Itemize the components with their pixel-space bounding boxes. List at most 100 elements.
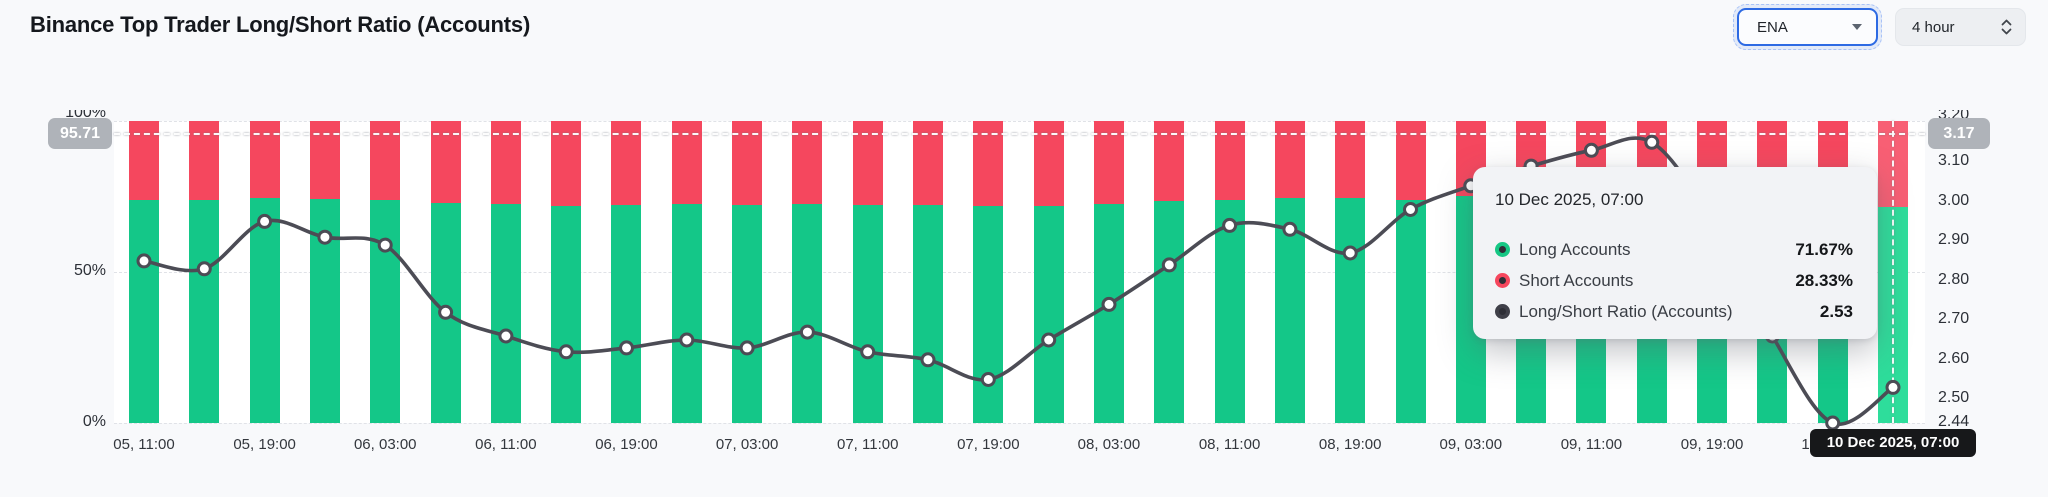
bar-short-segment[interactable]: [611, 121, 642, 205]
x-axis-label: 08, 11:00: [1198, 436, 1261, 453]
crosshair-right-axis-badge: 3.17: [1928, 118, 1990, 150]
series-bullet-icon: [1495, 242, 1510, 257]
line-point-marker[interactable]: [619, 340, 634, 356]
crosshair-date-badge: 10 Dec 2025, 07:00: [1810, 429, 1976, 457]
interval-select-value: 4 hour: [1912, 18, 1955, 36]
chart-tooltip: 10 Dec 2025, 07:00 Long Accounts 71.67% Sh…: [1473, 167, 1877, 339]
line-point-marker[interactable]: [257, 213, 273, 229]
line-point-marker[interactable]: [1041, 332, 1057, 348]
line-point-marker[interactable]: [679, 332, 695, 348]
tooltip-date: 10 Dec 2025, 07:00: [1495, 190, 1644, 209]
line-point-marker[interactable]: [1644, 134, 1660, 150]
bar-long-segment[interactable]: [129, 199, 159, 423]
x-axis-label: 08, 03:00: [1077, 436, 1141, 453]
bar-long-segment[interactable]: [189, 199, 220, 423]
gridline: [114, 272, 1925, 273]
line-point-marker[interactable]: [196, 261, 212, 277]
x-axis-label: 06, 19:00: [595, 436, 658, 453]
bar-long-segment[interactable]: [1335, 198, 1366, 423]
bar-long-segment[interactable]: [671, 204, 702, 423]
tooltip-row: Short Accounts 28.33%: [1495, 265, 1853, 296]
line-point-marker[interactable]: [980, 372, 996, 387]
bar-long-segment[interactable]: [551, 205, 582, 423]
bar-long-segment[interactable]: [370, 199, 401, 423]
updown-stepper-icon: [2001, 19, 2012, 35]
x-axis-label: 08, 19:00: [1318, 436, 1382, 453]
bar-long-segment[interactable]: [1154, 201, 1185, 423]
symbol-select-value: ENA: [1757, 18, 1788, 36]
x-axis-label: 06, 11:00: [475, 436, 537, 453]
page-title: Binance Top Trader Long/Short Ratio (Acc…: [30, 12, 531, 37]
chart-controls: ENA 4 hour: [1733, 4, 2026, 50]
chart-header: Binance Top Trader Long/Short Ratio (Acc…: [0, 0, 2048, 64]
line-point-marker[interactable]: [1583, 142, 1599, 158]
chevron-down-icon: [1852, 24, 1862, 30]
y-axis-label-right: 2.60: [1938, 349, 1970, 367]
line-point-marker[interactable]: [1101, 296, 1117, 312]
interval-select[interactable]: 4 hour: [1895, 8, 2026, 46]
x-axis-label: 05, 11:00: [113, 436, 175, 453]
bar-long-segment[interactable]: [852, 204, 883, 423]
line-point-marker[interactable]: [1282, 221, 1298, 237]
line-point-marker[interactable]: [1825, 415, 1841, 431]
bar-long-segment[interactable]: [1033, 205, 1064, 423]
x-axis-label: 07, 19:00: [957, 436, 1020, 453]
long-short-ratio-chart: 100% 50% 0% 3.20 3.10 3.00 2.90 2.80 2.70 2.60 2.…: [0, 110, 2048, 497]
bar-long-segment[interactable]: [611, 204, 642, 423]
bar-long-segment[interactable]: [1093, 204, 1124, 423]
tooltip-row: Long Accounts 71.67%: [1495, 234, 1853, 265]
line-point-marker[interactable]: [1403, 202, 1418, 217]
line-point-marker[interactable]: [438, 304, 454, 320]
line-point-marker[interactable]: [1161, 257, 1177, 273]
bar-short-segment[interactable]: [913, 121, 944, 206]
bar-long-segment[interactable]: [913, 205, 944, 423]
tooltip-series-label: Short Accounts: [1519, 270, 1634, 290]
bar-short-segment[interactable]: [852, 121, 883, 205]
bar-short-segment[interactable]: [551, 121, 582, 206]
y-axis-label-right: 2.70: [1938, 310, 1970, 328]
crosshair-vertical-line: [1892, 121, 1894, 423]
line-point-marker[interactable]: [377, 237, 393, 253]
tooltip-row: Long/Short Ratio (Accounts) 2.53: [1495, 296, 1853, 327]
x-axis-label: 09, 03:00: [1439, 436, 1503, 453]
bar-long-segment[interactable]: [732, 204, 763, 423]
y-axis-label-right: 2.90: [1938, 231, 1970, 249]
y-axis-label-right: 3.00: [1938, 191, 1970, 209]
line-point-marker[interactable]: [558, 344, 574, 360]
line-point-marker[interactable]: [860, 344, 876, 360]
x-axis-label: 09, 19:00: [1680, 436, 1744, 453]
tooltip-series-label: Long Accounts: [1519, 239, 1631, 259]
bar-long-segment[interactable]: [490, 204, 521, 423]
line-point-marker[interactable]: [1342, 245, 1358, 261]
y-axis-label-right: 2.80: [1938, 270, 1970, 288]
line-point-marker[interactable]: [1885, 379, 1901, 395]
symbol-select[interactable]: ENA: [1733, 4, 1882, 50]
bar-long-segment[interactable]: [1395, 200, 1426, 423]
x-axis-label: 05, 19:00: [233, 436, 296, 453]
y-axis-label-left: 100%: [65, 110, 106, 121]
bar-long-segment[interactable]: [249, 197, 280, 423]
y-axis-label-right: 3.10: [1938, 152, 1970, 170]
line-point-marker[interactable]: [799, 324, 815, 340]
y-axis-label-right: 2.50: [1938, 389, 1970, 407]
bar-long-segment[interactable]: [792, 204, 823, 423]
bar-long-segment[interactable]: [1214, 200, 1245, 423]
bar-short-segment[interactable]: [732, 121, 763, 205]
crosshair-horizontal-line: [114, 132, 1925, 135]
line-point-marker[interactable]: [1222, 217, 1238, 233]
series-bullet-icon: [1495, 304, 1510, 319]
x-axis-label: 06, 03:00: [353, 436, 417, 453]
line-point-marker[interactable]: [136, 253, 152, 269]
gridline: [114, 121, 1925, 122]
line-point-marker[interactable]: [920, 352, 936, 368]
bar-short-segment[interactable]: [973, 121, 1004, 206]
bar-short-segment[interactable]: [1033, 121, 1064, 206]
line-point-marker[interactable]: [498, 328, 514, 344]
line-point-marker[interactable]: [739, 340, 755, 356]
tooltip-series-value: 71.67%: [1795, 239, 1853, 259]
x-axis-label: 09, 11:00: [1560, 436, 1623, 453]
x-axis-label: 07, 03:00: [715, 436, 779, 453]
line-point-marker[interactable]: [317, 229, 333, 245]
tooltip-series-label: Long/Short Ratio (Accounts): [1519, 301, 1733, 321]
gridline: [114, 423, 1925, 424]
